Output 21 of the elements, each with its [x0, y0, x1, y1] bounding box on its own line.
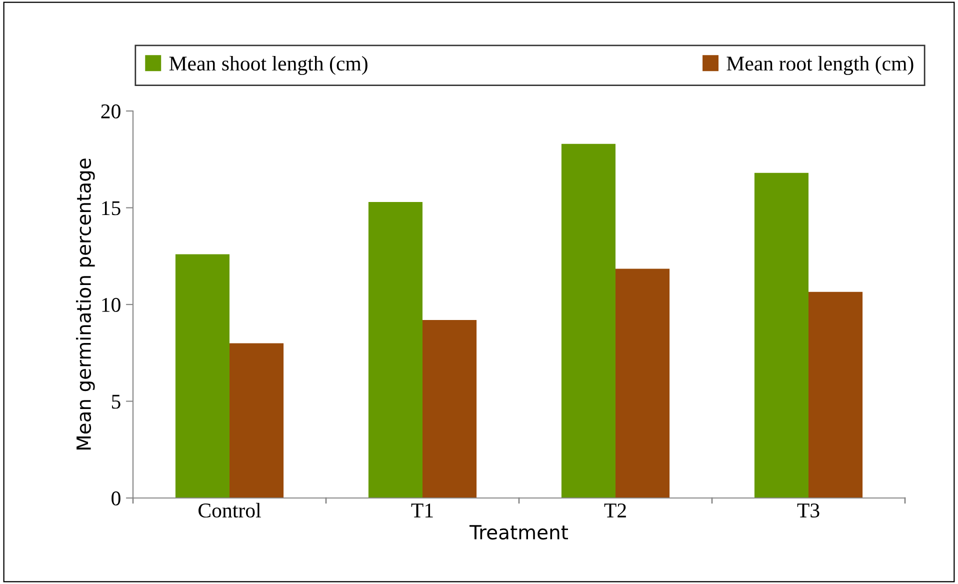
legend-label: Mean root length (cm) — [726, 56, 914, 75]
x-tick-label: T2 — [604, 504, 626, 518]
y-tick-label: 0 — [112, 491, 120, 506]
bar — [175, 254, 230, 498]
y-tick-label: 5 — [112, 394, 120, 409]
x-tick-label: T3 — [797, 504, 820, 518]
y-tick-label: 20 — [101, 104, 120, 118]
bar — [616, 268, 670, 498]
y-tick-label: 10 — [102, 298, 120, 312]
bar — [754, 172, 808, 498]
bar — [230, 343, 284, 498]
x-tick-label: Control — [198, 502, 261, 518]
bar — [808, 292, 863, 498]
legend-label: Mean shoot length (cm) — [169, 56, 368, 75]
x-tick-label: T1 — [411, 504, 433, 518]
y-tick-label: 15 — [102, 201, 120, 216]
x-axis-title: Treatment — [469, 525, 568, 540]
y-axis-title: Mean germination percentage — [76, 158, 95, 450]
bar — [422, 320, 477, 498]
bar — [368, 202, 422, 498]
bar — [561, 144, 616, 498]
